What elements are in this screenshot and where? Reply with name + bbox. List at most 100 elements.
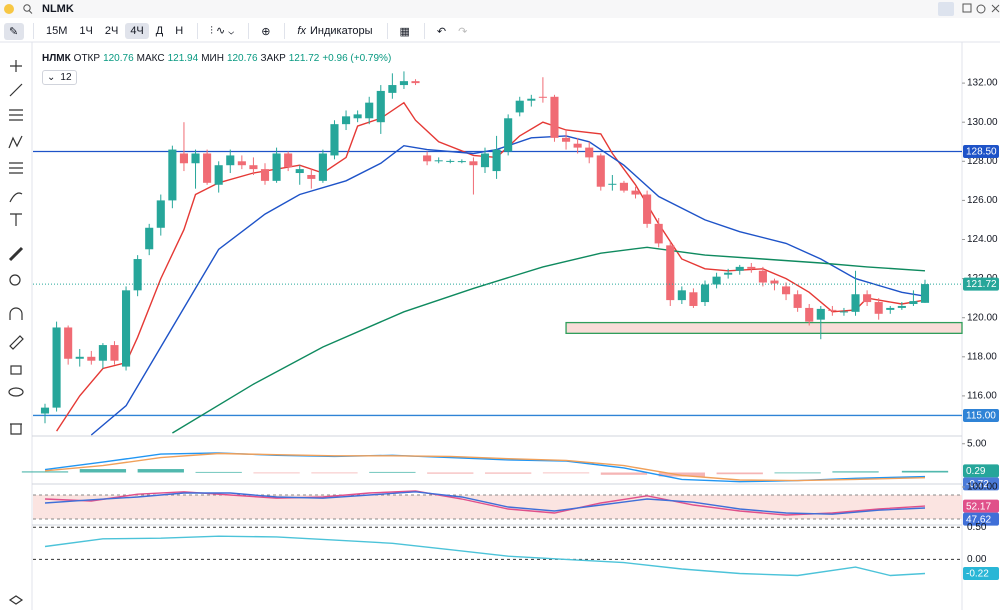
histogram-bar	[600, 472, 648, 475]
delete-tool[interactable]	[10, 423, 22, 435]
lock-tool[interactable]	[10, 365, 22, 375]
candle-body	[284, 153, 293, 168]
candle-body	[805, 307, 814, 322]
histogram-bar	[137, 469, 184, 473]
histogram-bar	[832, 471, 879, 473]
settings-button[interactable]	[976, 4, 986, 14]
histogram-bar	[774, 472, 821, 474]
layers-button[interactable]	[8, 595, 24, 605]
drawing-tools	[8, 60, 24, 605]
y-tick-label: 0.00	[967, 554, 987, 565]
toolbar: ✎ 15М 1Ч 2Ч 4Ч Д Н ⫶ ∿ ⌄ ⊕ fx Индикаторы ▦ ↶ ↷	[4, 22, 474, 40]
redo-button[interactable]: ↷	[458, 25, 468, 38]
y-tick-label: 124.00	[967, 234, 998, 245]
y-tick-label: 120.00	[967, 312, 998, 323]
price-label-box	[963, 499, 999, 513]
trendline-tool[interactable]	[9, 83, 23, 97]
interval-button[interactable]: 15М	[46, 25, 68, 37]
visibility-tool[interactable]	[8, 387, 24, 397]
app-icon	[4, 4, 14, 14]
candle-body	[353, 114, 362, 119]
brush-tool[interactable]	[9, 192, 23, 203]
candle-body	[87, 356, 96, 361]
search-icon	[28, 10, 33, 14]
candle-body	[897, 305, 906, 308]
pencil-button[interactable]: ✎	[4, 22, 24, 40]
undo-button[interactable]: ↶	[436, 25, 447, 38]
candle-body	[64, 327, 73, 359]
magnet-tool[interactable]	[9, 307, 23, 320]
candle-body	[307, 174, 316, 179]
histogram-bar	[79, 469, 127, 473]
candle-body	[330, 124, 339, 156]
y-tick-label: 116.00	[967, 391, 997, 402]
candle-body	[469, 161, 478, 166]
candle-body	[122, 290, 131, 367]
candle-body	[677, 290, 686, 301]
collapse-button[interactable]	[938, 2, 954, 16]
indicators-label: Индикаторы	[309, 25, 373, 37]
chart-type-button[interactable]: ⫶ ∿ ⌄	[210, 25, 235, 37]
layout-button[interactable]: ▦	[399, 25, 410, 38]
fib-tool[interactable]	[9, 109, 23, 121]
legend-collapse[interactable]: ⌄ 12	[42, 70, 77, 85]
candle-body	[747, 266, 756, 269]
candle-body	[504, 118, 513, 152]
legend-label: ОТКР	[73, 53, 101, 64]
candle-body	[608, 183, 617, 185]
interval-button[interactable]: 4Ч	[125, 23, 149, 39]
window-button[interactable]	[962, 3, 972, 13]
candle-body	[145, 227, 154, 250]
pane: 0.50 0.00	[33, 522, 987, 577]
close-button[interactable]	[991, 4, 1000, 13]
ruler-tool[interactable]	[8, 246, 24, 262]
candle-body	[272, 153, 281, 181]
y-tick-label: 5.00	[967, 438, 987, 449]
indicators-button[interactable]: fx Индикаторы	[297, 25, 373, 37]
interval-button[interactable]: Н	[175, 25, 184, 37]
histogram-bar	[658, 472, 705, 477]
candle-body	[782, 286, 791, 295]
legend-label: МАКС	[136, 53, 165, 64]
candle-body	[596, 155, 605, 187]
histogram-bar	[253, 472, 300, 474]
candle-body	[295, 169, 304, 174]
forecast-tool[interactable]	[9, 162, 23, 174]
candle-body	[874, 302, 883, 314]
crosshair-tool[interactable]	[10, 60, 22, 72]
candle-body	[191, 153, 200, 164]
lock-draw-tool[interactable]	[9, 335, 24, 350]
interval-button[interactable]: 1Ч	[79, 25, 93, 37]
price-label-box	[963, 464, 999, 478]
candle-body	[40, 407, 50, 414]
candle-body	[457, 161, 466, 163]
pattern-tool[interactable]	[8, 135, 23, 149]
candle-body	[816, 308, 825, 320]
candle-body	[168, 149, 177, 201]
price-label: 115.00	[966, 411, 996, 422]
candle-body	[446, 160, 455, 162]
interval-button[interactable]: Д	[155, 25, 164, 37]
candle-body	[851, 294, 860, 312]
compare-button[interactable]: ⊕	[261, 25, 271, 38]
histogram-bar	[195, 471, 242, 473]
pane: 100.00	[33, 482, 998, 520]
zoom-tool[interactable]	[9, 274, 21, 286]
candle-body	[619, 182, 628, 191]
symbol-search[interactable]: NLMK	[42, 3, 74, 15]
text-tool[interactable]	[10, 213, 22, 226]
histogram-bar	[901, 470, 949, 473]
y-tick-label: 128.00	[967, 156, 998, 167]
candle-body	[573, 143, 582, 148]
histogram-bar	[542, 472, 590, 474]
legend-symbol: НЛМК	[42, 53, 71, 64]
indicator-line	[44, 535, 926, 577]
histogram-bar	[369, 471, 416, 473]
candle-body	[631, 190, 640, 195]
interval-button[interactable]: 2Ч	[104, 25, 119, 37]
candle-body	[828, 309, 837, 311]
candle-body	[863, 294, 872, 303]
intervals: 15М 1Ч 2Ч 4Ч Д Н	[41, 23, 190, 39]
price-label-box	[963, 567, 999, 581]
